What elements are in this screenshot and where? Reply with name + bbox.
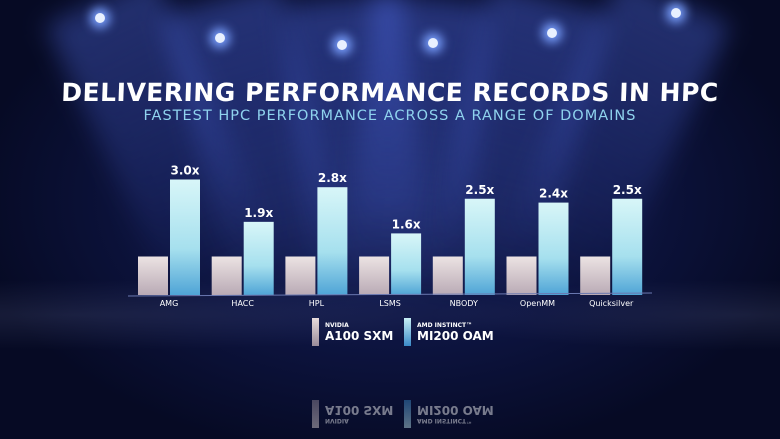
legend-brand: NVIDIA — [325, 321, 349, 329]
legend-swatch — [404, 400, 411, 428]
bar-nvidia-lsms — [359, 256, 390, 295]
category-label: HPL — [309, 299, 325, 308]
bar-amd-hpl — [317, 187, 348, 295]
legend-reflection: NVIDIA A100 SXM — [312, 400, 393, 428]
data-label: 1.9x — [244, 206, 273, 220]
bar-amd-nbody — [464, 198, 495, 295]
bar-amd-amg — [170, 179, 200, 295]
spotlight — [428, 38, 438, 48]
data-label: 1.6x — [392, 217, 421, 231]
spotlight — [337, 40, 347, 50]
bar-nvidia-amg — [138, 256, 168, 295]
spotlight — [95, 13, 105, 23]
legend-item-amd: AMD INSTINCT™ MI200 OAM — [404, 318, 494, 346]
stage-floor — [0, 280, 780, 350]
chart-subtitle: FASTEST HPC PERFORMANCE ACROSS A RANGE O… — [143, 108, 637, 124]
legend-item-nvidia: NVIDIA A100 SXM — [312, 318, 393, 346]
data-label: 2.5x — [465, 183, 494, 197]
data-label: 2.4x — [539, 187, 568, 201]
bar-nvidia-hacc — [211, 256, 242, 295]
bar-nvidia-quicksilver — [580, 256, 611, 295]
legend-brand: AMD INSTINCT™ — [417, 417, 473, 425]
category-label: AMG — [160, 299, 179, 308]
category-label: Quicksilver — [589, 299, 634, 308]
bar-amd-quicksilver — [612, 198, 643, 295]
bar-nvidia-openmm — [506, 256, 537, 295]
spotlight — [547, 28, 557, 38]
category-label: OpenMM — [520, 299, 555, 308]
bar-nvidia-nbody — [432, 256, 463, 295]
category-label: HACC — [231, 299, 254, 308]
data-label: 2.5x — [613, 183, 642, 197]
bar-nvidia-hpl — [285, 256, 316, 295]
legend-brand: NVIDIA — [325, 417, 349, 425]
legend-swatch — [312, 318, 319, 346]
legend-swatch — [404, 318, 411, 346]
bar-amd-lsms — [391, 233, 422, 295]
legend-swatch — [312, 400, 319, 428]
data-label: 2.8x — [318, 171, 347, 185]
legend-model: MI200 OAM — [417, 328, 494, 343]
category-label: LSMS — [379, 299, 401, 308]
legend-brand: AMD INSTINCT™ — [417, 321, 473, 329]
bar-amd-hacc — [243, 221, 274, 295]
spotlight — [215, 33, 225, 43]
category-label: NBODY — [450, 299, 478, 308]
legend-model: MI200 OAM — [417, 403, 494, 418]
legend-reflection: AMD INSTINCT™ MI200 OAM — [404, 400, 494, 428]
x-axis — [127, 292, 653, 297]
legend-model: A100 SXM — [325, 328, 394, 343]
bar-amd-openmm — [538, 202, 569, 295]
data-label: 3.0x — [171, 164, 200, 178]
spotlight — [671, 8, 681, 18]
legend-model: A100 SXM — [325, 403, 394, 418]
